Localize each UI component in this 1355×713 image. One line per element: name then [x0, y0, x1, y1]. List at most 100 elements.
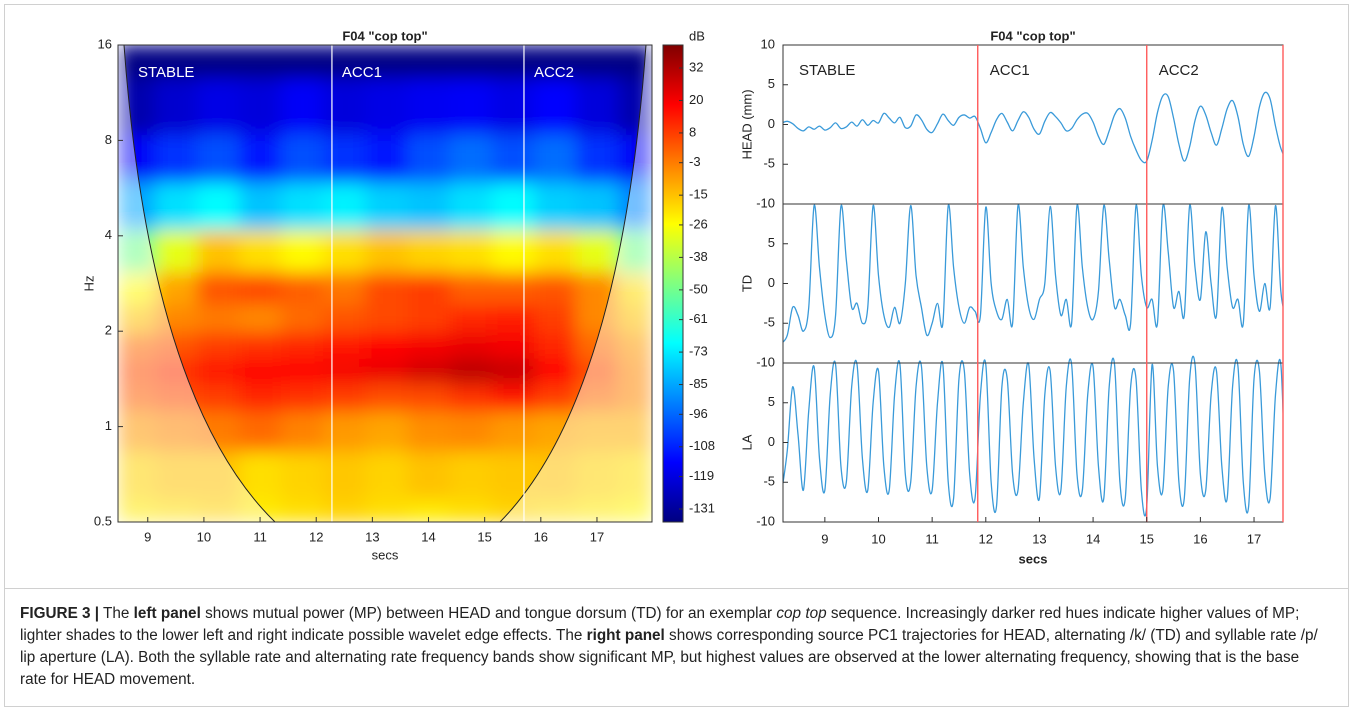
heatmap-cell	[618, 331, 652, 359]
y-tick-label: -10	[756, 513, 775, 528]
colorbar-tick-label: -15	[689, 187, 708, 202]
heatmap-cell	[323, 411, 366, 452]
x-tick-label: 12	[979, 531, 993, 546]
heatmap-cell	[365, 229, 408, 273]
heatmap-cell	[196, 134, 240, 183]
heatmap-cell	[239, 451, 282, 500]
heatmap-cell	[407, 229, 451, 273]
heatmap-cell	[154, 45, 198, 78]
heatmap-cell	[449, 411, 493, 452]
heatmap-cell	[365, 383, 408, 412]
x-tick-label: 17	[590, 529, 604, 544]
heatmap-cell	[491, 45, 535, 78]
heatmap-cell	[407, 181, 451, 231]
heatmap-cell	[118, 498, 156, 522]
heatmap-cell	[118, 181, 156, 231]
heatmap-cell	[407, 134, 451, 183]
heatmap-cell	[154, 411, 198, 452]
caption-italic: cop top	[776, 605, 827, 622]
heatmap-cell	[449, 358, 493, 384]
signal-line	[783, 355, 1283, 517]
heatmap-cell	[365, 358, 408, 384]
signal-line	[783, 91, 1283, 164]
heatmap-cell	[491, 331, 535, 359]
heatmap-cell	[491, 451, 535, 500]
heatmap-cell	[618, 411, 652, 452]
heatmap-cell	[407, 383, 451, 412]
y-axis-label: HEAD (mm)	[739, 89, 754, 159]
heatmap-cell	[323, 303, 366, 333]
y-tick-label: 4	[105, 227, 112, 242]
heatmap-cell	[491, 358, 535, 384]
y-tick-label: 10	[761, 36, 775, 51]
panel-frame	[782, 203, 1284, 364]
heatmap-cell	[618, 229, 652, 273]
heatmap-cell	[281, 272, 324, 305]
heatmap-cell	[323, 331, 366, 359]
heatmap-cell	[281, 411, 324, 452]
heatmap-cell	[533, 134, 577, 183]
heatmap-cell	[365, 451, 408, 500]
caption-label: FIGURE 3 |	[20, 605, 100, 622]
heatmap-cell	[281, 77, 324, 135]
y-tick-label: 1	[105, 418, 112, 433]
x-tick-label: 10	[197, 529, 211, 544]
heatmap-cell	[491, 229, 535, 273]
heatmap-cell	[533, 498, 577, 522]
x-tick-label: 15	[477, 529, 491, 544]
heatmap-cell	[575, 303, 619, 333]
heatmap-cell	[365, 134, 408, 183]
heatmap-cell	[407, 498, 451, 522]
y-tick-label: -10	[756, 195, 775, 210]
heatmap-cell	[491, 134, 535, 183]
heatmap-cell	[449, 229, 493, 273]
heatmap-cell	[618, 498, 652, 522]
y-tick-label: 5	[768, 235, 775, 250]
heatmap-cell	[575, 45, 619, 78]
heatmap-cell	[196, 331, 240, 359]
heatmap-cell	[196, 181, 240, 231]
colorbar-tick-label: -119	[689, 468, 714, 483]
phase-label: ACC2	[1159, 62, 1199, 79]
y-tick-label: 0	[768, 116, 775, 131]
heatmap-cell	[196, 451, 240, 500]
colorbar-tick-label: -38	[689, 249, 708, 264]
caption: FIGURE 3 | The left panel shows mutual p…	[20, 603, 1320, 691]
heatmap-cell	[281, 134, 324, 183]
heatmap-cell	[533, 45, 577, 78]
heatmap-cell	[239, 45, 282, 78]
heatmap-cell	[449, 303, 493, 333]
heatmap-cell	[449, 272, 493, 305]
x-tick-label: 16	[1193, 531, 1207, 546]
heatmap-cell	[575, 77, 619, 135]
heatmap-cell	[365, 77, 408, 135]
heatmap-cell	[239, 358, 282, 384]
y-tick-label: 2	[105, 323, 112, 338]
heatmap-cell	[118, 303, 156, 333]
cone-of-influence	[118, 45, 652, 522]
heatmap-cell	[618, 77, 652, 135]
y-tick-label: -5	[763, 156, 775, 171]
heatmap-cell	[281, 451, 324, 500]
caption-text: shows corresponding source PC1 trajector…	[20, 627, 1318, 688]
heatmap-cell	[533, 331, 577, 359]
heatmap-cell	[323, 383, 366, 412]
colorbar	[662, 44, 684, 523]
chart-title: F04 "cop top"	[990, 28, 1075, 43]
y-axis-label: TD	[739, 275, 754, 292]
heatmap-cell	[491, 411, 535, 452]
heatmap-cell	[323, 77, 366, 135]
heatmap	[118, 45, 652, 522]
heatmap-cell	[196, 303, 240, 333]
heatmap-cell	[365, 303, 408, 333]
x-tick-label: 11	[253, 529, 267, 544]
x-tick-label: 15	[1139, 531, 1153, 546]
heatmap-cell	[323, 181, 366, 231]
heatmap-cell	[407, 45, 451, 78]
heatmap-cell	[154, 77, 198, 135]
heatmap-cell	[323, 451, 366, 500]
heatmap-cell	[118, 134, 156, 183]
heatmap-cell	[449, 331, 493, 359]
heatmap-cell	[323, 498, 366, 522]
heatmap-cell	[449, 181, 493, 231]
